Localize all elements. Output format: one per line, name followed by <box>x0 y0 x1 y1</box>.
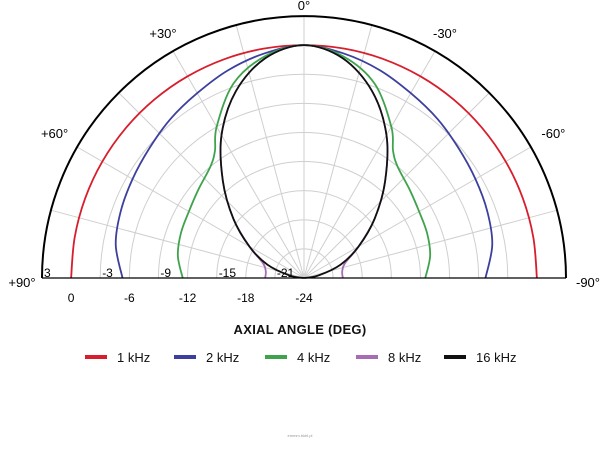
legend-item-4khz: 4 kHz <box>265 347 330 367</box>
radial-tick-label: -21 <box>277 266 295 280</box>
angle-tick-label: +90° <box>8 275 35 290</box>
series-group <box>70 44 538 279</box>
radial-tick-label: 0 <box>68 291 75 305</box>
radial-tick-label: 3 <box>44 266 51 280</box>
legend-item-2khz: 2 kHz <box>174 347 239 367</box>
legend-label: 8 kHz <box>388 349 422 365</box>
legend-label: 1 kHz <box>117 349 151 365</box>
radial-tick-label: -6 <box>124 291 135 305</box>
grid-spoke <box>118 92 305 279</box>
grid-spoke <box>303 146 532 279</box>
angle-tick-label: -90° <box>576 275 600 290</box>
radial-tick-label: -24 <box>295 291 313 305</box>
angle-tick-label: -30° <box>433 26 457 41</box>
grid-spoke <box>76 146 305 279</box>
legend-label: 2 kHz <box>206 349 240 365</box>
grid-spoke <box>303 209 558 279</box>
polar-chart: +90° +60° +30° 0° -30° -60° -90° 3 -3 -9 -15 -21 0 -6… <box>8 0 600 305</box>
legend-item-16khz: 16 kHz <box>444 347 516 367</box>
radial-tick-label: -15 <box>219 266 237 280</box>
radial-tick-label: -18 <box>237 291 255 305</box>
angle-tick-label: -60° <box>541 126 565 141</box>
outer-arc <box>41 15 567 279</box>
watermark: emmm.bkbl.pl <box>287 433 313 438</box>
angle-tick-label: 0° <box>298 0 310 13</box>
radial-tick-label: -3 <box>102 266 113 280</box>
radial-tick-label: -12 <box>179 291 197 305</box>
legend-swatch <box>85 355 107 359</box>
legend-swatch <box>265 355 287 359</box>
legend-label: 4 kHz <box>297 349 331 365</box>
legend-swatch <box>174 355 196 359</box>
series-line-16khz <box>219 44 389 279</box>
legend-swatch <box>444 355 466 359</box>
polar-frame <box>41 15 567 279</box>
grid-spoke <box>303 92 490 279</box>
angle-tick-label: +60° <box>41 126 68 141</box>
legend: 1 kHz 2 kHz 4 kHz 8 kHz 16 kHz <box>70 347 550 367</box>
axis-labels: +90° +60° +30° 0° -30° -60° -90° 3 -3 -9 -15 -21 0 -6… <box>8 0 600 305</box>
legend-swatch <box>356 355 378 359</box>
grid-spoke <box>303 24 373 279</box>
legend-item-1khz: 1 kHz <box>85 347 150 367</box>
radial-tick-label: -9 <box>160 266 171 280</box>
legend-item-8khz: 8 kHz <box>356 347 421 367</box>
angle-tick-label: +30° <box>149 26 176 41</box>
grid-spoke <box>50 209 305 279</box>
x-axis-title: AXIAL ANGLE (DEG) <box>233 322 367 337</box>
polar-grid <box>50 16 558 279</box>
grid-spoke <box>172 50 305 279</box>
grid-spoke <box>303 50 436 279</box>
legend-label: 16 kHz <box>476 349 517 365</box>
grid-spoke <box>235 24 305 279</box>
